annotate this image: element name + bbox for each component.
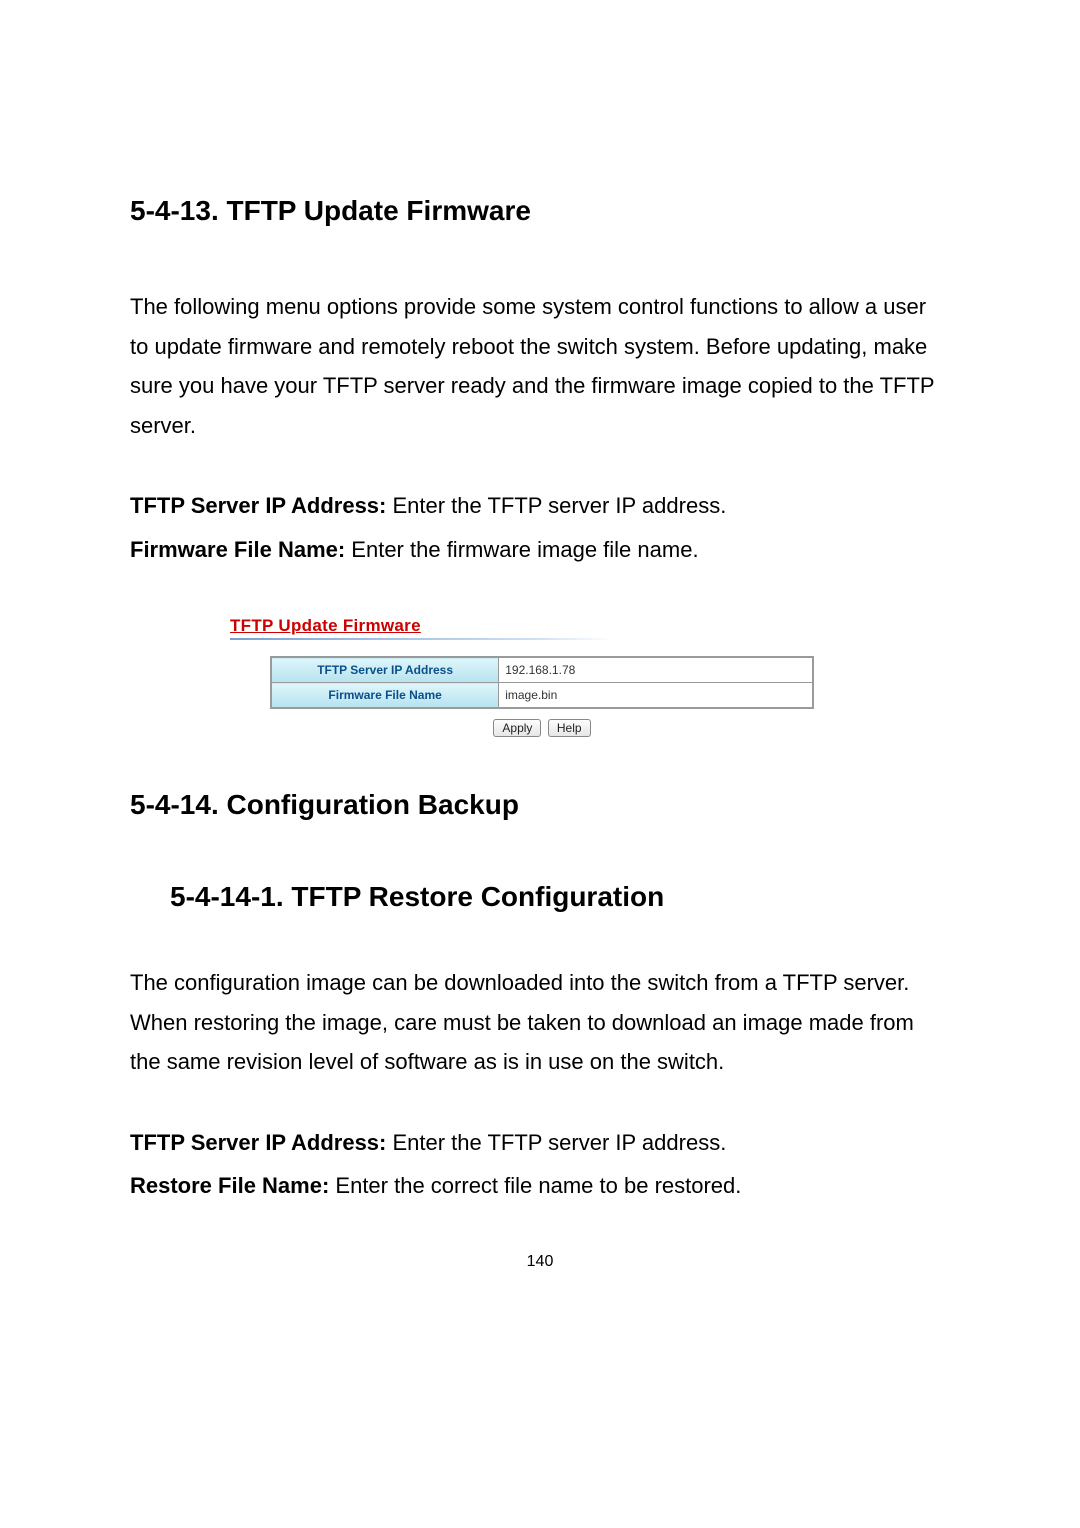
cell-tftp-server-ip — [499, 658, 813, 683]
section-5-4-13-paragraph: The following menu options provide some … — [130, 287, 950, 445]
screenshot-button-row: Apply Help — [230, 719, 854, 737]
firmware-file-name-input[interactable] — [505, 688, 806, 702]
page-number: 140 — [130, 1253, 950, 1271]
screenshot-title: TFTP Update Firmware — [230, 616, 421, 636]
document-page: 5-4-13. TFTP Update Firmware The followi… — [0, 0, 1080, 1271]
def-label: TFTP Server IP Address: — [130, 1130, 386, 1155]
section-5-4-14-1-paragraph: The configuration image can be downloade… — [130, 963, 950, 1082]
cell-firmware-file-name — [499, 683, 813, 708]
tftp-server-ip-input[interactable] — [505, 663, 806, 677]
def-tftp-server-ip-2: TFTP Server IP Address: Enter the TFTP s… — [130, 1124, 950, 1161]
def-text: Enter the TFTP server IP address. — [386, 493, 726, 518]
def-firmware-file-name: Firmware File Name: Enter the firmware i… — [130, 531, 950, 568]
table-row: Firmware File Name — [272, 683, 813, 708]
screenshot-underline — [230, 638, 614, 640]
table-row: TFTP Server IP Address — [272, 658, 813, 683]
def-tftp-server-ip-1: TFTP Server IP Address: Enter the TFTP s… — [130, 487, 950, 524]
section-5-4-14-heading: 5-4-14. Configuration Backup — [130, 789, 950, 821]
apply-button[interactable]: Apply — [493, 719, 541, 737]
tftp-update-firmware-screenshot: TFTP Update Firmware TFTP Server IP Addr… — [230, 608, 854, 737]
label-firmware-file-name: Firmware File Name — [272, 683, 499, 708]
def-restore-file-name: Restore File Name: Enter the correct fil… — [130, 1167, 950, 1204]
def-label: Firmware File Name: — [130, 537, 345, 562]
section-5-4-13-heading: 5-4-13. TFTP Update Firmware — [130, 195, 950, 227]
screenshot-table: TFTP Server IP Address Firmware File Nam… — [270, 656, 814, 709]
section-5-4-14-1-heading: 5-4-14-1. TFTP Restore Configuration — [170, 881, 950, 913]
def-text: Enter the firmware image file name. — [345, 537, 698, 562]
def-text: Enter the TFTP server IP address. — [386, 1130, 726, 1155]
def-label: Restore File Name: — [130, 1173, 329, 1198]
help-button[interactable]: Help — [548, 719, 591, 737]
def-text: Enter the correct file name to be restor… — [329, 1173, 741, 1198]
screenshot-header: TFTP Update Firmware — [230, 608, 854, 640]
label-tftp-server-ip: TFTP Server IP Address — [272, 658, 499, 683]
def-label: TFTP Server IP Address: — [130, 493, 386, 518]
